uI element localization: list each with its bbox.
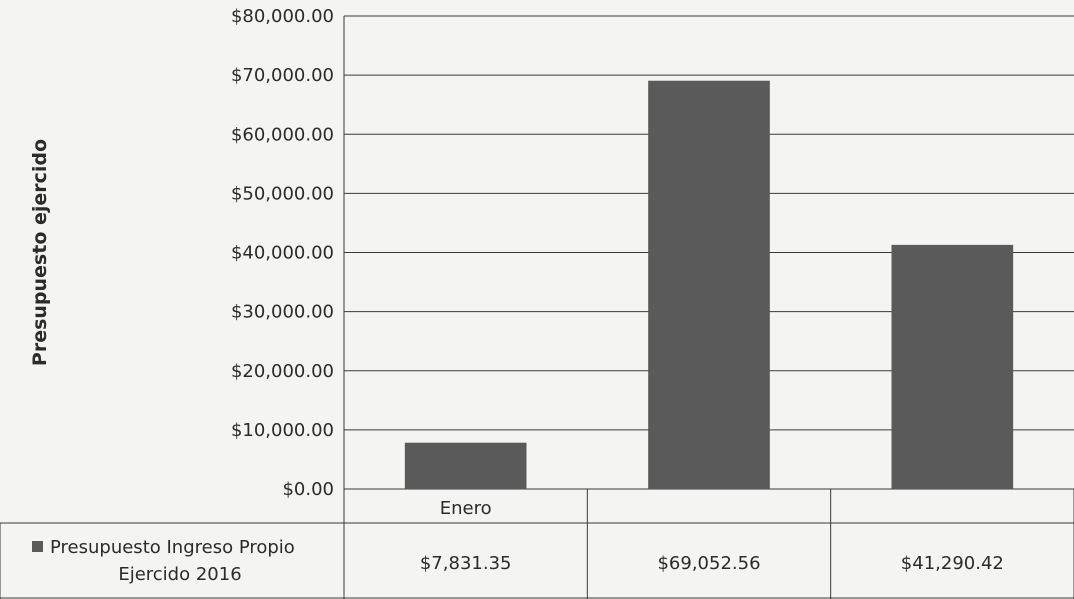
y-tick-label: $60,000.00 xyxy=(231,124,334,145)
y-tick-label: $20,000.00 xyxy=(231,361,334,382)
y-axis-ticks: $0.00 $10,000.00 $20,000.00 $30,000.00 $40,0… xyxy=(231,6,334,500)
data-label: $41,290.42 xyxy=(901,553,1004,574)
legend-label-line: Presupuesto Ingreso Propio xyxy=(50,537,295,558)
category-label: Enero xyxy=(440,498,492,519)
y-tick-label: $0.00 xyxy=(282,479,334,500)
data-table: Enero Presupuesto Ingreso Propio Ejercido … xyxy=(0,489,1074,599)
legend-label-line: Ejercido 2016 xyxy=(118,564,241,585)
y-tick-label: $80,000.00 xyxy=(231,6,334,27)
y-tick-label: $10,000.00 xyxy=(231,420,334,441)
bar xyxy=(891,244,1014,489)
y-tick-label: $70,000.00 xyxy=(231,65,334,86)
y-tick-label: $40,000.00 xyxy=(231,243,334,264)
y-axis-title: Presupuesto ejercido xyxy=(29,139,51,366)
legend-swatch xyxy=(32,541,43,552)
data-label: $7,831.35 xyxy=(420,553,512,574)
y-tick-label: $30,000.00 xyxy=(231,302,334,323)
bar xyxy=(648,80,770,489)
bars xyxy=(404,80,1014,489)
bar xyxy=(404,442,527,489)
y-tick-label: $50,000.00 xyxy=(231,183,334,204)
data-label: $69,052.56 xyxy=(657,553,760,574)
